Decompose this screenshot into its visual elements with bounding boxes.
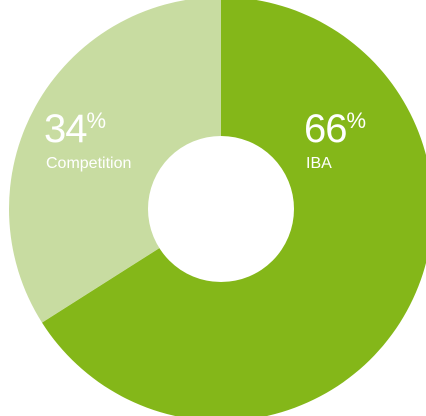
slice-percent-label-iba: 66%	[304, 107, 366, 151]
percent-value: 66	[304, 107, 347, 151]
slice-name-label-competition: Competition	[46, 155, 131, 172]
labels-layer: 66% IBA 34% Competition	[44, 107, 366, 172]
percent-value: 34	[44, 107, 87, 151]
percent-sign: %	[87, 108, 107, 133]
donut-hole	[148, 136, 294, 282]
slice-percent-label-competition: 34%	[44, 107, 106, 151]
percent-sign: %	[347, 108, 367, 133]
slice-name-label-iba: IBA	[306, 155, 332, 172]
